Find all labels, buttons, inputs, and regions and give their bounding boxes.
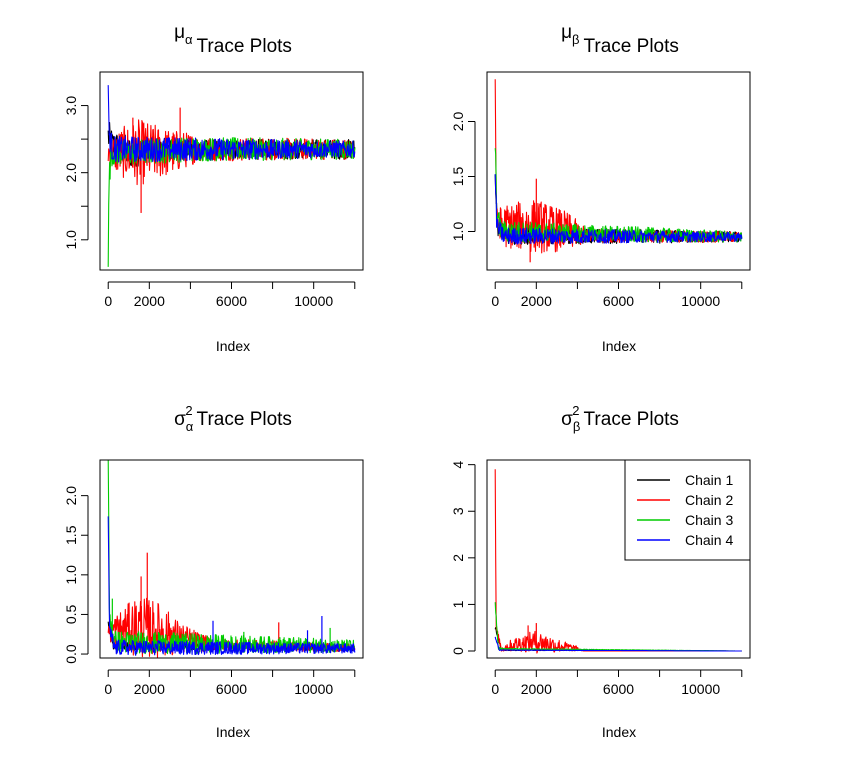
x-tick-label: 6000 <box>603 681 634 697</box>
panel-title: σα2 Trace Plots <box>174 403 292 434</box>
x-tick-label: 2000 <box>521 681 552 697</box>
plot-frame <box>99 71 364 271</box>
y-tick-label: 2 <box>450 554 466 562</box>
title-symbol: μ <box>561 22 572 43</box>
panel-mu-beta: μβ Trace Plots Index <box>561 22 679 354</box>
series-trace-chain-4 <box>494 174 743 245</box>
plot-area-3: 0 2000 6000 10000 0.0 0.5 1.0 1.5 2.0 <box>63 459 364 697</box>
y-axis: 0 1 2 3 4 <box>450 461 476 655</box>
x-tick-label: 2000 <box>134 681 165 697</box>
y-tick-label: 1.0 <box>450 222 466 242</box>
x-tick-label: 6000 <box>603 293 634 309</box>
traces <box>494 79 743 263</box>
series-trace-chain-4 <box>494 636 742 652</box>
plot-area-4: 0 2000 6000 10000 0 1 2 3 4 Chain 1 Chain 2 Chain 3… <box>450 459 751 697</box>
x-tick-label: 10000 <box>681 681 720 697</box>
series-trace-chain-3 <box>494 148 743 243</box>
y-tick-label: 2.0 <box>63 486 79 506</box>
traces <box>494 469 742 654</box>
legend-label: Chain 4 <box>685 532 733 548</box>
title-superscript: 2 <box>185 403 192 418</box>
y-tick-label: 0.5 <box>63 604 79 624</box>
y-tick-label: 1.0 <box>63 230 79 250</box>
y-tick-label: 0 <box>450 647 466 655</box>
x-axis-label: Index <box>602 724 636 740</box>
x-tick-label: 10000 <box>294 293 333 309</box>
panel-title: μα Trace Plots <box>174 22 292 57</box>
y-tick-label: 2.0 <box>63 163 79 183</box>
plot-area-1: 0 2000 6000 10000 1.0 2.0 3.0 <box>63 71 364 309</box>
plot-area-2: 0 2000 6000 10000 1.0 1.5 2.0 <box>450 71 751 309</box>
panel-title: σβ2 Trace Plots <box>561 403 679 434</box>
y-tick-label: 0.0 <box>63 644 79 664</box>
x-axis: 0 2000 6000 10000 <box>104 281 356 309</box>
x-axis: 0 2000 6000 10000 <box>104 669 356 697</box>
y-tick-label: 2.0 <box>450 112 466 132</box>
x-tick-label: 0 <box>104 681 112 697</box>
title-text: Trace Plots <box>584 36 679 57</box>
x-tick-label: 6000 <box>216 293 247 309</box>
title-symbol: σ <box>561 409 573 430</box>
y-tick-label: 3 <box>450 507 466 515</box>
y-tick-label: 1.0 <box>63 565 79 585</box>
y-tick-label: 1.5 <box>63 525 79 545</box>
y-tick-label: 1.5 <box>450 167 466 187</box>
series-trace-chain-3 <box>107 137 356 267</box>
title-text: Trace Plots <box>197 36 292 57</box>
title-subscript: β <box>573 419 580 434</box>
y-tick-label: 1 <box>450 600 466 608</box>
legend-label: Chain 3 <box>685 512 733 528</box>
x-axis-label: Index <box>602 338 636 354</box>
y-axis: 1.0 1.5 2.0 <box>450 112 476 242</box>
y-tick-label: 3.0 <box>63 96 79 116</box>
title-superscript: 2 <box>572 403 579 418</box>
traces <box>107 460 356 658</box>
x-axis: 0 2000 6000 10000 <box>491 281 743 309</box>
panel-mu-alpha: μα Trace Plots Index <box>174 22 292 354</box>
x-axis-label: Index <box>216 724 250 740</box>
x-tick-label: 2000 <box>134 293 165 309</box>
x-axis-label: Index <box>216 338 250 354</box>
title-symbol: μ <box>174 22 185 43</box>
plot-frame <box>486 71 751 271</box>
traces <box>107 85 356 267</box>
legend: Chain 1 Chain 2 Chain 3 Chain 4 <box>624 459 751 561</box>
x-tick-label: 0 <box>104 293 112 309</box>
title-text: Trace Plots <box>197 409 292 430</box>
title-symbol: σ <box>174 409 186 430</box>
y-tick-label: 4 <box>450 461 466 469</box>
x-tick-label: 2000 <box>521 293 552 309</box>
x-tick-label: 0 <box>491 293 499 309</box>
y-axis: 0.0 0.5 1.0 1.5 2.0 <box>63 486 89 664</box>
x-axis: 0 2000 6000 10000 <box>491 669 743 697</box>
panel-sigma2-beta: σβ2 Trace Plots Index <box>561 403 679 740</box>
title-text: Trace Plots <box>584 409 679 430</box>
title-subscript: α <box>186 419 194 434</box>
legend-label: Chain 1 <box>685 472 733 488</box>
panel-title: μβ Trace Plots <box>561 22 679 57</box>
y-axis: 1.0 2.0 3.0 <box>63 96 89 250</box>
title-subscript: α <box>185 32 193 47</box>
panel-sigma2-alpha: σα2 Trace Plots Index <box>174 403 292 740</box>
series-trace-chain-3 <box>107 460 356 655</box>
series-trace-chain-4 <box>107 516 356 656</box>
series-trace-chain-4 <box>107 85 356 163</box>
x-tick-label: 10000 <box>294 681 333 697</box>
x-tick-label: 10000 <box>681 293 720 309</box>
plot-frame <box>99 459 364 659</box>
title-subscript: β <box>572 32 579 47</box>
x-tick-label: 6000 <box>216 681 247 697</box>
legend-label: Chain 2 <box>685 492 733 508</box>
legend-box <box>624 459 751 561</box>
x-tick-label: 0 <box>491 681 499 697</box>
